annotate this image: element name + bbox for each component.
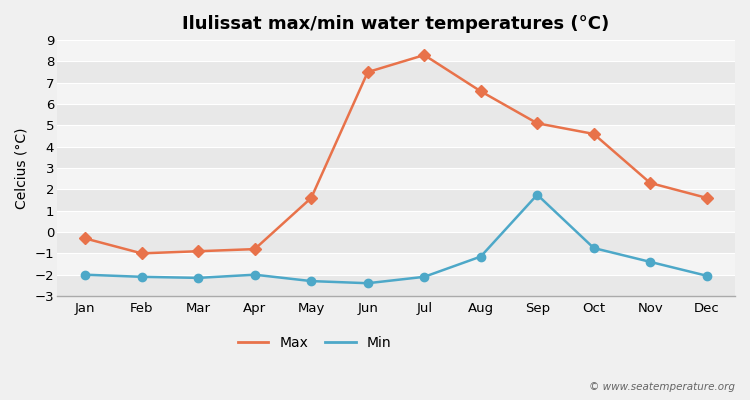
Max	[420, 53, 429, 58]
Bar	[57, 168, 735, 189]
Max	[590, 132, 598, 136]
Min	[590, 246, 598, 250]
Min	[81, 272, 90, 277]
Bar	[57, 83, 735, 104]
Bar	[57, 211, 735, 232]
Min	[363, 281, 372, 286]
Max	[251, 247, 260, 252]
Min	[420, 274, 429, 279]
Min	[251, 272, 260, 277]
Min	[307, 279, 316, 284]
Max	[363, 70, 372, 74]
Bar	[57, 232, 735, 253]
Bar	[57, 147, 735, 168]
Bar	[57, 189, 735, 211]
Line: Max: Max	[81, 51, 711, 258]
Max	[646, 180, 655, 185]
Legend: Max, Min: Max, Min	[238, 336, 392, 350]
Bar	[57, 40, 735, 62]
Bar	[57, 62, 735, 83]
Min	[194, 276, 202, 280]
Max	[702, 196, 711, 200]
Max	[137, 251, 146, 256]
Min	[476, 254, 485, 259]
Max	[532, 121, 542, 126]
Y-axis label: Celcius (°C): Celcius (°C)	[15, 127, 29, 209]
Max	[81, 236, 90, 241]
Min	[646, 260, 655, 264]
Bar	[57, 275, 735, 296]
Min	[702, 273, 711, 278]
Max	[307, 196, 316, 200]
Max	[194, 249, 202, 254]
Text: © www.seatemperature.org: © www.seatemperature.org	[589, 382, 735, 392]
Bar	[57, 126, 735, 147]
Min	[532, 192, 542, 197]
Max	[476, 89, 485, 94]
Bar	[57, 104, 735, 126]
Title: Ilulissat max/min water temperatures (°C): Ilulissat max/min water temperatures (°C…	[182, 15, 610, 33]
Bar	[57, 253, 735, 275]
Line: Min: Min	[81, 190, 711, 287]
Min	[137, 274, 146, 279]
